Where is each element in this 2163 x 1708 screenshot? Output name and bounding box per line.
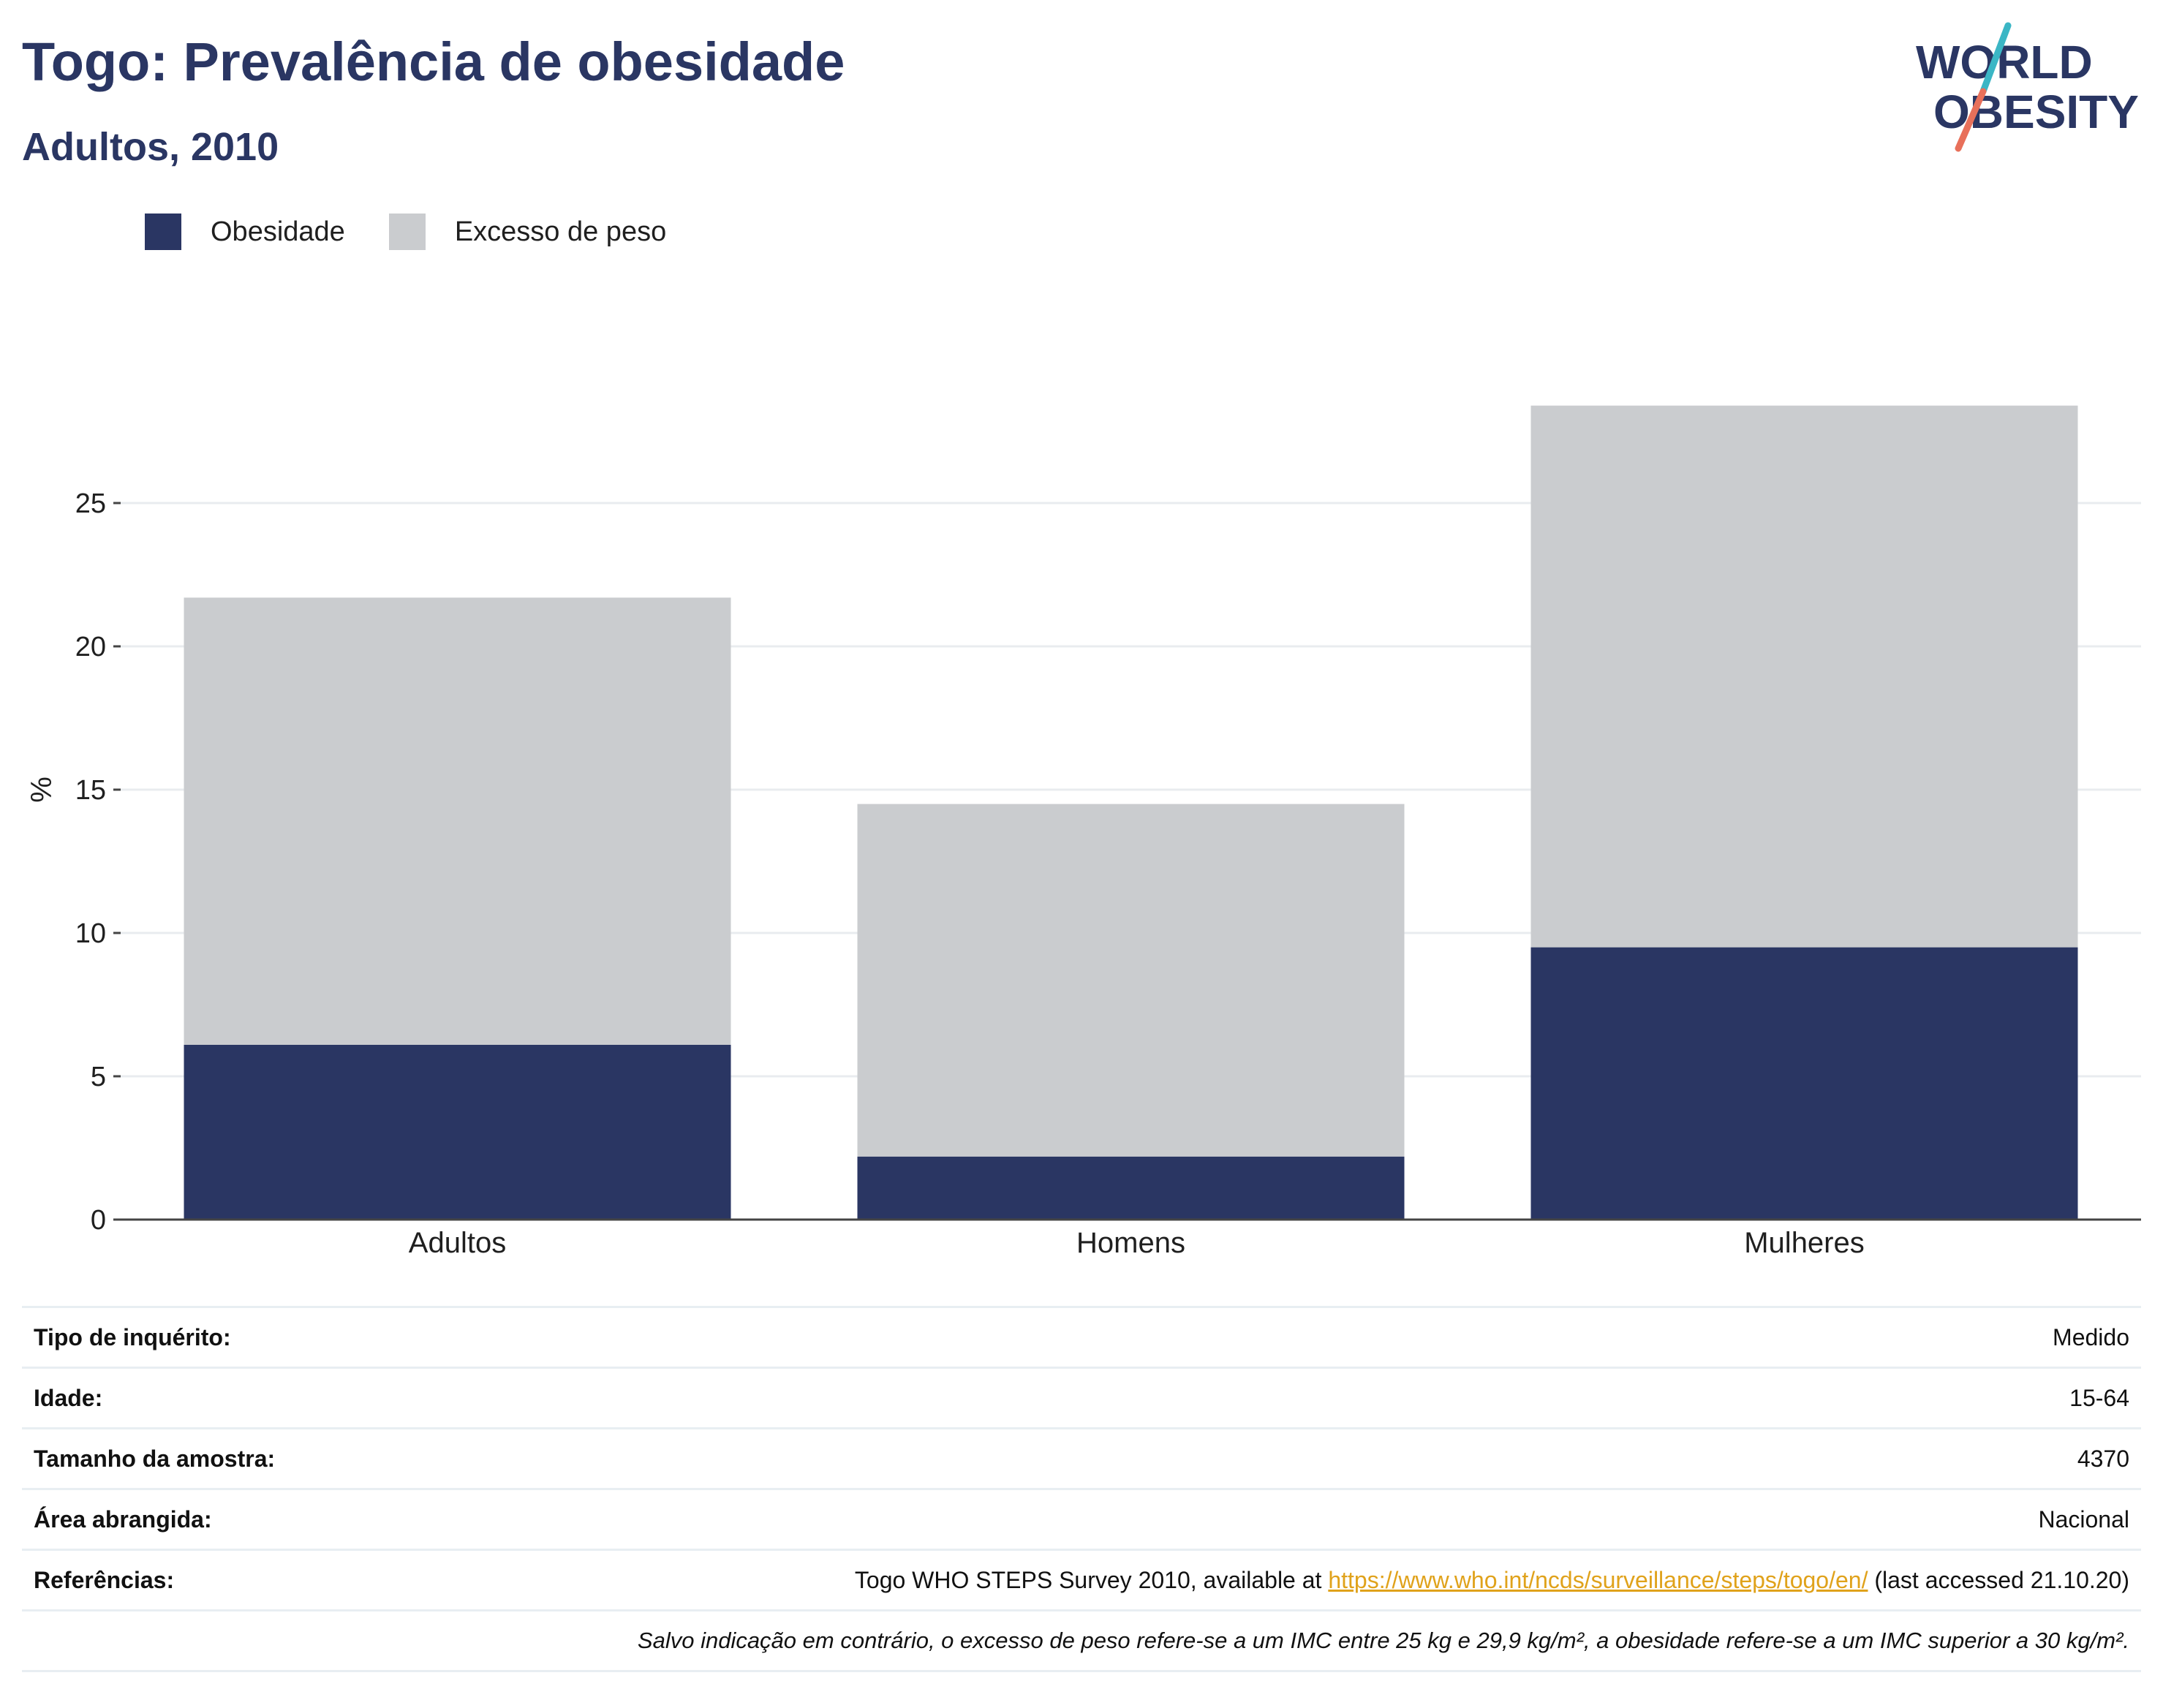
x-tick-label: Homens — [1076, 1227, 1185, 1259]
info-key: Idade: — [34, 1384, 103, 1411]
chart-legend: Obesidade Excesso de peso — [145, 214, 710, 250]
y-tick-label: 5 — [91, 1062, 106, 1092]
references-suffix: (last accessed 21.10.20) — [1868, 1566, 2129, 1593]
info-row-tipo: Tipo de inquérito: Medido — [22, 1308, 2141, 1369]
bar-obesidade — [857, 1156, 1405, 1220]
info-key: Tipo de inquérito: — [34, 1323, 231, 1350]
bar-obesidade — [184, 1044, 731, 1220]
bar-chart: 0 5 10 15 20 25% Adultos Homens Mulheres — [26, 405, 2141, 1259]
y-tick-label: 15 — [75, 775, 106, 806]
y-tick-label: 10 — [75, 918, 106, 949]
legend-label-excesso-de-peso: Excesso de peso — [454, 216, 667, 247]
references-link[interactable]: https://www.who.int/ncds/surveillance/st… — [1328, 1566, 1868, 1593]
definition-note-text: Salvo indicação em contrário, o excesso … — [637, 1628, 2129, 1653]
legend-item-obesidade: Obesidade — [145, 214, 345, 250]
info-value: Nacional — [2038, 1505, 2129, 1533]
info-key: Tamanho da amostra: — [34, 1445, 276, 1472]
bar-obesidade — [1530, 947, 2078, 1220]
y-tick-label: 0 — [91, 1205, 106, 1236]
y-tick-label: 20 — [75, 632, 106, 662]
page-subtitle: Adultos, 2010 — [22, 125, 279, 169]
survey-info-table: Tipo de inquérito: Medido Idade: 15-64 T… — [22, 1306, 2141, 1672]
logo-slash-top — [1979, 22, 2012, 95]
bar-excesso-de-peso — [857, 804, 1405, 1157]
world-obesity-logo: WORLD OBESITY — [1916, 22, 2139, 152]
legend-label-obesidade: Obesidade — [211, 216, 345, 247]
info-value: 4370 — [2077, 1445, 2129, 1472]
page-title: Togo: Prevalência de obesidade — [22, 31, 845, 92]
info-row-idade: Idade: 15-64 — [22, 1369, 2141, 1429]
info-value: Medido — [2053, 1323, 2129, 1350]
info-row-referencias: Referências: Togo WHO STEPS Survey 2010,… — [22, 1551, 2141, 1611]
info-key: Área abrangida: — [34, 1505, 212, 1533]
info-value: 15-64 — [2069, 1384, 2129, 1411]
info-key: Referências: — [34, 1566, 175, 1593]
legend-item-excesso-de-peso: Excesso de peso — [388, 214, 667, 250]
references-value: Togo WHO STEPS Survey 2010, available at… — [855, 1567, 2129, 1594]
x-tick-label: Mulheres — [1744, 1227, 1865, 1259]
bar-excesso-de-peso — [1530, 405, 2078, 948]
info-row-area: Área abrangida: Nacional — [22, 1490, 2141, 1551]
x-tick-label: Adultos — [409, 1227, 506, 1259]
legend-swatch-obesidade — [145, 214, 181, 250]
bar-excesso-de-peso — [184, 597, 731, 1045]
logo-slash-bottom — [1955, 88, 1987, 152]
legend-swatch-excesso-de-peso — [388, 214, 426, 250]
references-prefix: Togo WHO STEPS Survey 2010, available at — [854, 1566, 1329, 1593]
y-tick-label: 25 — [75, 488, 106, 519]
y-axis-label: % — [26, 776, 58, 803]
info-row-amostra: Tamanho da amostra: 4370 — [22, 1429, 2141, 1490]
definition-note: Salvo indicação em contrário, o excesso … — [22, 1611, 2141, 1672]
